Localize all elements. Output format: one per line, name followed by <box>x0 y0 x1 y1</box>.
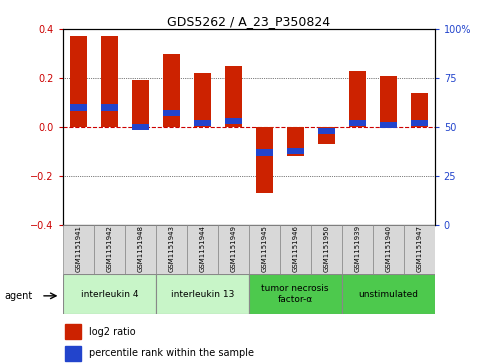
Text: percentile rank within the sample: percentile rank within the sample <box>89 348 255 358</box>
Bar <box>280 225 311 274</box>
Text: GSM1151943: GSM1151943 <box>168 225 174 272</box>
Bar <box>101 105 118 110</box>
Bar <box>94 225 125 274</box>
Bar <box>63 274 156 314</box>
Text: GSM1151939: GSM1151939 <box>354 224 360 272</box>
Bar <box>287 147 304 154</box>
Bar <box>287 127 304 156</box>
Bar <box>318 127 335 144</box>
Text: interleukin 4: interleukin 4 <box>81 290 138 298</box>
Bar <box>411 120 428 126</box>
Bar <box>256 150 273 156</box>
Bar <box>249 274 342 314</box>
Bar <box>225 118 242 124</box>
Bar <box>125 225 156 274</box>
Bar <box>65 346 81 361</box>
Bar <box>318 128 335 134</box>
Bar <box>163 53 180 127</box>
Text: GSM1151947: GSM1151947 <box>416 225 422 272</box>
Bar <box>404 225 435 274</box>
Bar <box>380 76 397 127</box>
Bar <box>70 105 87 110</box>
Bar <box>349 71 366 127</box>
Bar <box>101 36 118 127</box>
Title: GDS5262 / A_23_P350824: GDS5262 / A_23_P350824 <box>167 15 330 28</box>
Text: GSM1151949: GSM1151949 <box>230 225 236 272</box>
Text: GSM1151942: GSM1151942 <box>106 225 112 272</box>
Bar <box>194 120 211 126</box>
Bar <box>380 122 397 128</box>
Text: interleukin 13: interleukin 13 <box>170 290 234 298</box>
Bar <box>256 127 273 193</box>
Text: GSM1151948: GSM1151948 <box>137 225 143 272</box>
Bar <box>373 225 404 274</box>
Text: GSM1151946: GSM1151946 <box>292 225 298 272</box>
Bar <box>156 274 249 314</box>
Bar <box>163 110 180 117</box>
Text: tumor necrosis
factor-α: tumor necrosis factor-α <box>261 284 329 304</box>
Bar <box>156 225 187 274</box>
Bar <box>132 81 149 127</box>
Bar <box>311 225 342 274</box>
Text: agent: agent <box>5 291 33 301</box>
Text: GSM1151940: GSM1151940 <box>385 225 391 272</box>
Bar <box>132 124 149 130</box>
Text: log2 ratio: log2 ratio <box>89 327 136 337</box>
Bar <box>411 93 428 127</box>
Bar <box>249 225 280 274</box>
Bar <box>342 274 435 314</box>
Bar <box>225 66 242 127</box>
Text: GSM1151950: GSM1151950 <box>323 225 329 272</box>
Text: unstimulated: unstimulated <box>358 290 418 298</box>
Bar <box>187 225 218 274</box>
Text: GSM1151945: GSM1151945 <box>261 225 267 272</box>
Bar <box>349 120 366 126</box>
Bar <box>70 36 87 127</box>
Bar <box>342 225 373 274</box>
Text: GSM1151944: GSM1151944 <box>199 225 205 272</box>
Text: GSM1151941: GSM1151941 <box>75 225 81 272</box>
Bar <box>194 73 211 127</box>
Bar <box>65 324 81 339</box>
Bar <box>218 225 249 274</box>
Bar <box>63 225 94 274</box>
